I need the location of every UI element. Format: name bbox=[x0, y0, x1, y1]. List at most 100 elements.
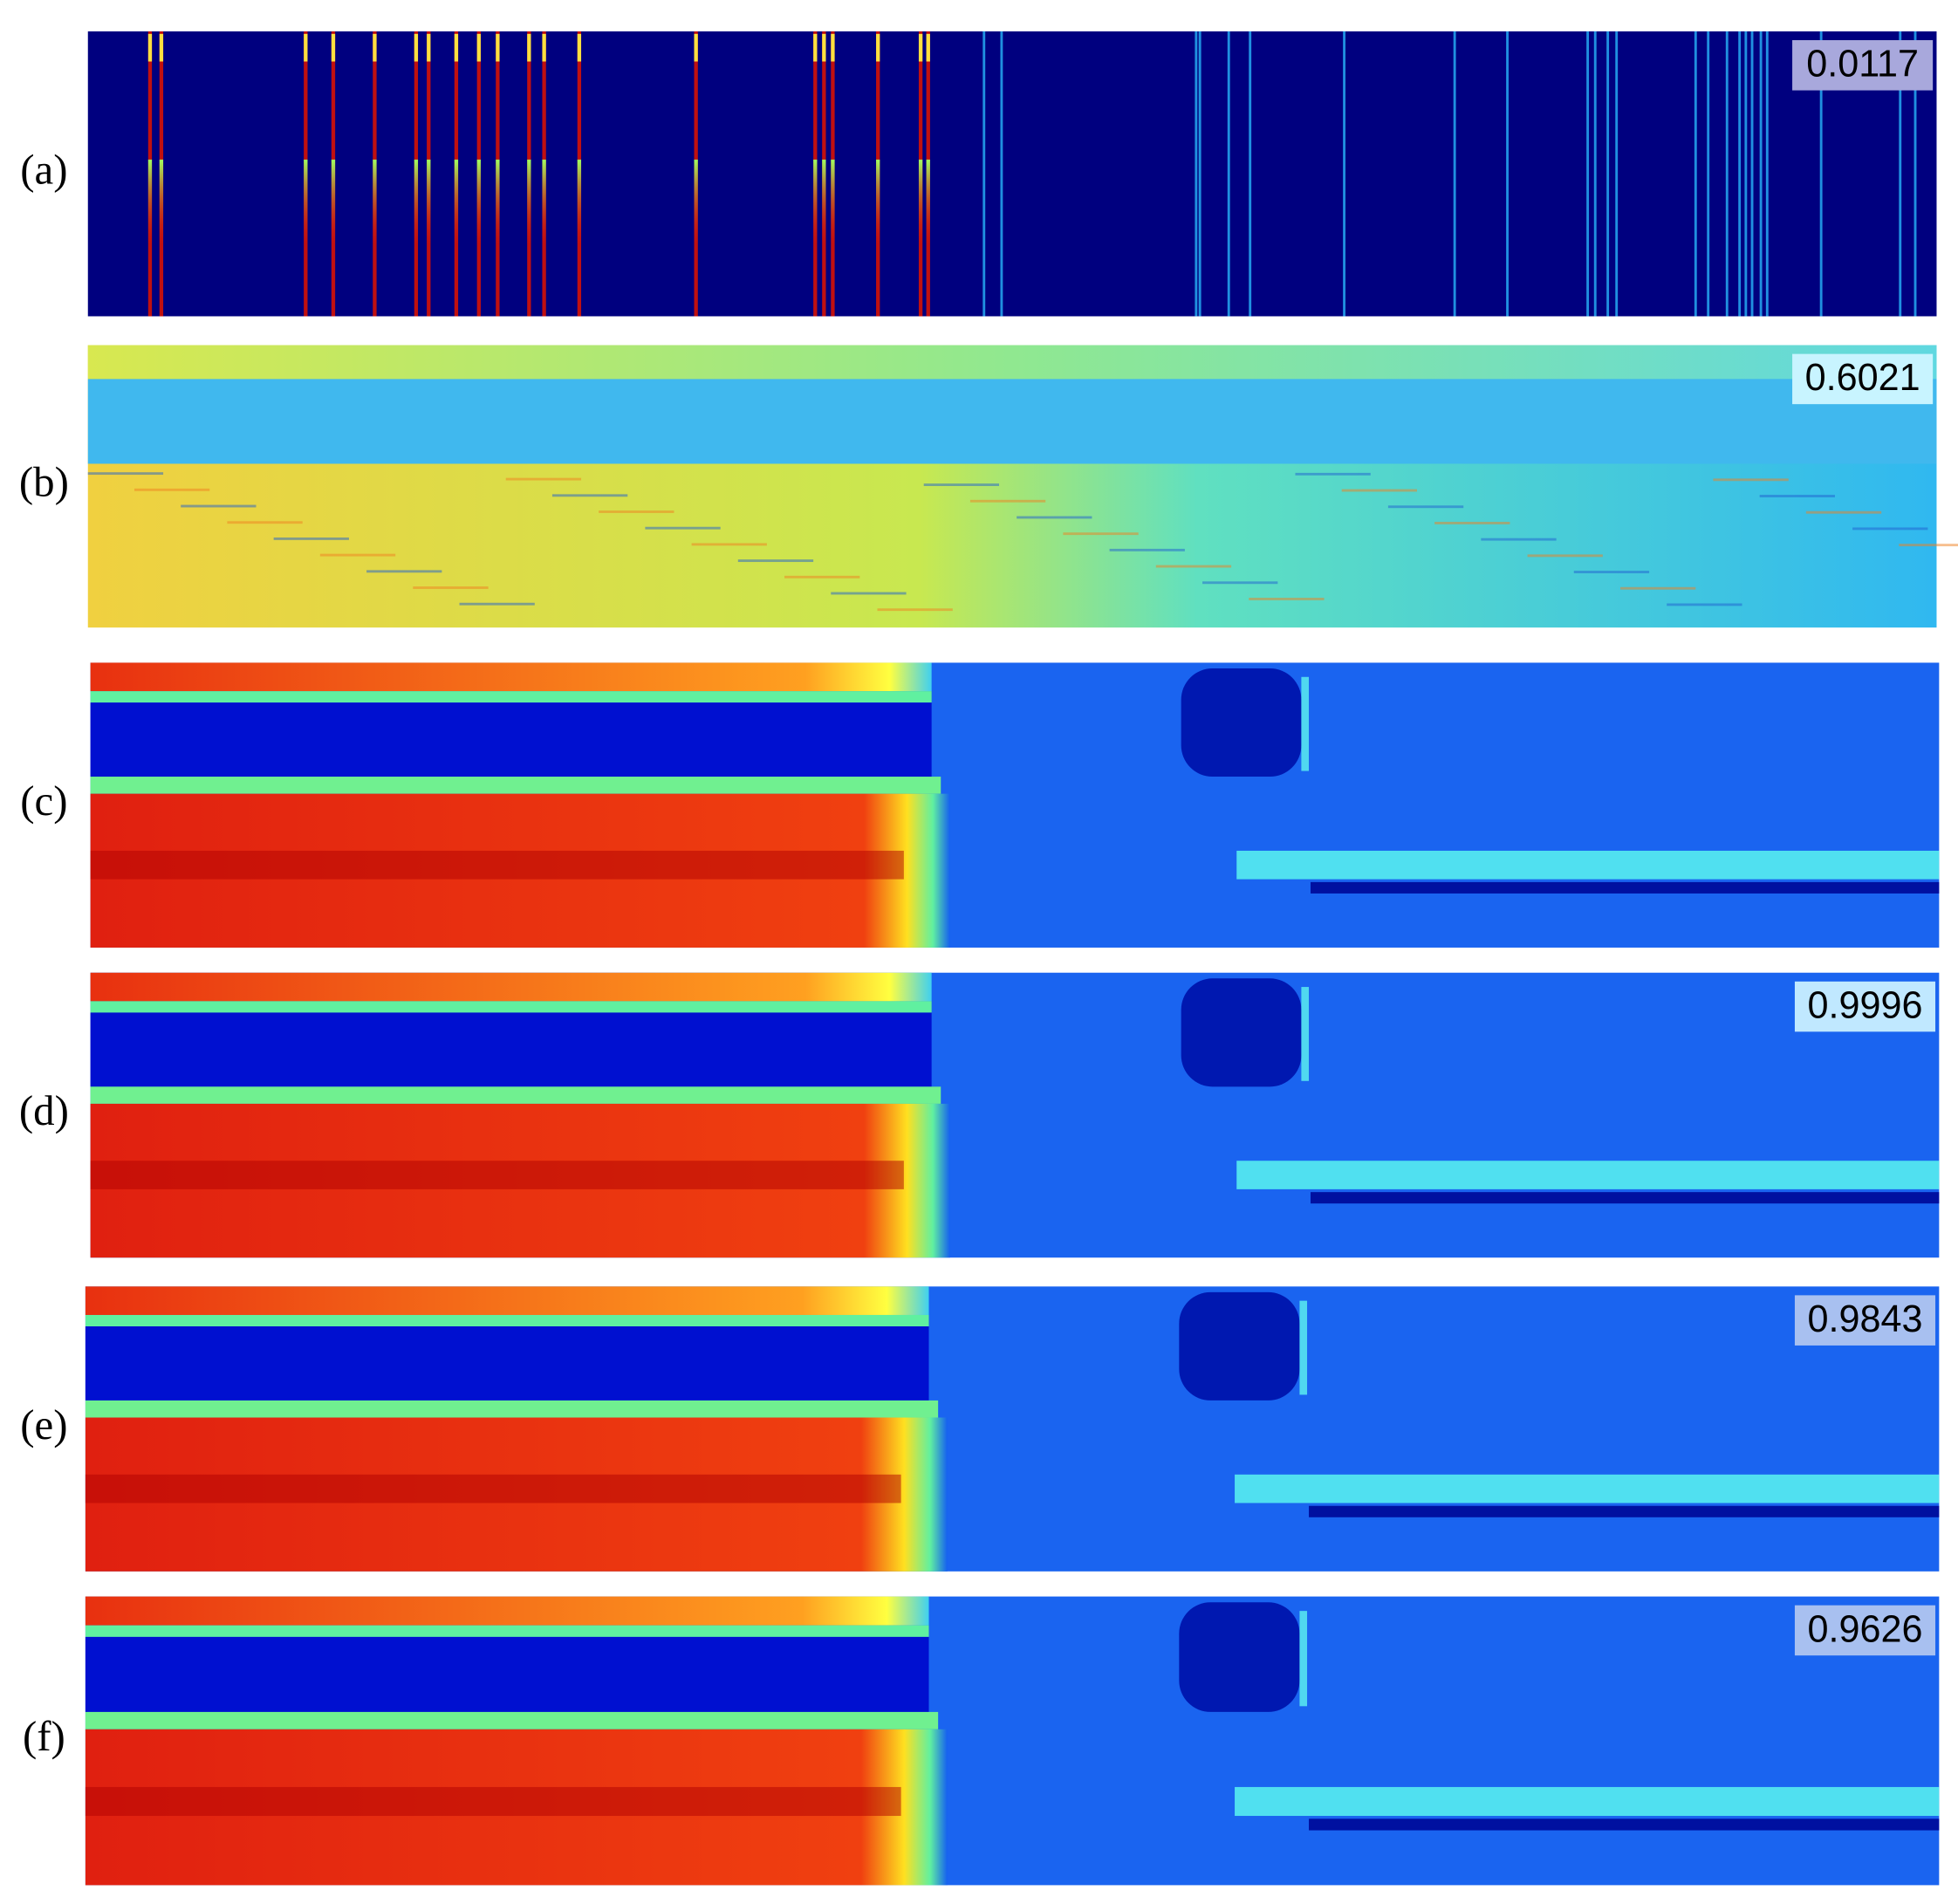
stripe bbox=[822, 33, 826, 62]
stripe bbox=[1707, 31, 1710, 317]
noise bbox=[181, 504, 257, 508]
stripe bbox=[542, 159, 546, 245]
stripe bbox=[373, 159, 377, 245]
band bbox=[90, 972, 932, 1002]
score-box bbox=[1792, 40, 1934, 91]
stripe bbox=[427, 33, 431, 62]
stripe bbox=[304, 159, 308, 245]
stripe bbox=[1738, 31, 1742, 317]
panel-label: (b) bbox=[19, 458, 69, 506]
line-dark bbox=[1310, 1192, 1940, 1204]
noise bbox=[1527, 554, 1603, 558]
noise bbox=[1481, 538, 1557, 541]
line-dark bbox=[1310, 881, 1940, 894]
stripe bbox=[1819, 31, 1823, 317]
stripe bbox=[918, 159, 923, 245]
band bbox=[85, 1286, 929, 1315]
stripe bbox=[1343, 31, 1346, 317]
score-box bbox=[1794, 981, 1936, 1032]
blob-edge bbox=[1299, 1611, 1308, 1707]
blob bbox=[1181, 978, 1302, 1087]
stripe bbox=[476, 159, 481, 245]
noise bbox=[1109, 548, 1185, 551]
noise bbox=[413, 586, 489, 589]
noise bbox=[1202, 581, 1278, 585]
stripe bbox=[427, 159, 431, 245]
band bbox=[90, 777, 941, 794]
band bbox=[87, 345, 1937, 380]
band bbox=[85, 1711, 939, 1729]
noise bbox=[1341, 489, 1417, 492]
noise bbox=[1434, 522, 1510, 524]
noise bbox=[1667, 603, 1742, 606]
panel-label: (a) bbox=[20, 145, 67, 193]
band bbox=[90, 1001, 932, 1013]
score-box bbox=[1794, 1605, 1936, 1656]
score: 0.9843 bbox=[1808, 1298, 1923, 1340]
panel-label: (e) bbox=[20, 1401, 67, 1449]
stripe bbox=[831, 159, 835, 245]
stripe bbox=[527, 159, 531, 245]
noise bbox=[645, 526, 721, 530]
line-cyan bbox=[1235, 1786, 1940, 1817]
noise bbox=[1249, 598, 1325, 600]
stripe bbox=[1227, 31, 1230, 317]
stripe bbox=[1195, 31, 1198, 317]
heatmap-bg bbox=[87, 31, 1937, 317]
noise bbox=[1713, 478, 1789, 482]
panel-label: (f) bbox=[23, 1712, 65, 1760]
stripe bbox=[1899, 31, 1902, 317]
noise bbox=[551, 494, 628, 497]
noise bbox=[319, 553, 396, 557]
band bbox=[90, 850, 904, 880]
stripe bbox=[1506, 31, 1509, 317]
stripe bbox=[414, 33, 419, 62]
band bbox=[90, 702, 932, 777]
stripe bbox=[476, 33, 481, 62]
stripe bbox=[373, 33, 377, 62]
stripe bbox=[1453, 31, 1456, 317]
stripe bbox=[1593, 31, 1597, 317]
stripe bbox=[1198, 31, 1202, 317]
blob-edge bbox=[1301, 987, 1310, 1081]
stripe bbox=[876, 159, 880, 245]
score-box bbox=[1792, 353, 1934, 405]
stripe bbox=[926, 33, 930, 62]
stripe bbox=[147, 33, 153, 62]
stripe bbox=[331, 33, 336, 62]
stripe bbox=[876, 33, 880, 62]
stripe bbox=[1914, 31, 1917, 317]
score-box bbox=[1794, 1295, 1936, 1346]
band bbox=[85, 1314, 929, 1327]
stripe bbox=[496, 33, 500, 62]
band bbox=[85, 1474, 901, 1503]
stripe bbox=[1725, 31, 1729, 317]
blob bbox=[1181, 668, 1302, 777]
stripe bbox=[1249, 31, 1252, 317]
blob-edge bbox=[1299, 1300, 1308, 1395]
stripe bbox=[496, 159, 500, 245]
band bbox=[85, 1625, 929, 1637]
noise bbox=[1899, 544, 1958, 547]
band bbox=[90, 1161, 904, 1189]
noise bbox=[227, 521, 303, 524]
stripe bbox=[694, 33, 698, 62]
stripe bbox=[822, 159, 826, 245]
band bbox=[90, 691, 932, 703]
noise bbox=[87, 472, 164, 476]
band bbox=[85, 1596, 929, 1626]
stripe bbox=[159, 159, 164, 245]
noise bbox=[1155, 565, 1232, 568]
noise bbox=[1620, 586, 1696, 590]
stripe bbox=[454, 33, 459, 62]
noise bbox=[831, 592, 907, 595]
stripe bbox=[414, 159, 419, 245]
stripe bbox=[694, 159, 698, 245]
stripe bbox=[813, 33, 818, 62]
stripe bbox=[331, 159, 336, 245]
noise bbox=[599, 510, 674, 513]
line-cyan bbox=[1236, 1161, 1940, 1189]
noise bbox=[366, 570, 442, 573]
line-dark bbox=[1309, 1818, 1940, 1831]
